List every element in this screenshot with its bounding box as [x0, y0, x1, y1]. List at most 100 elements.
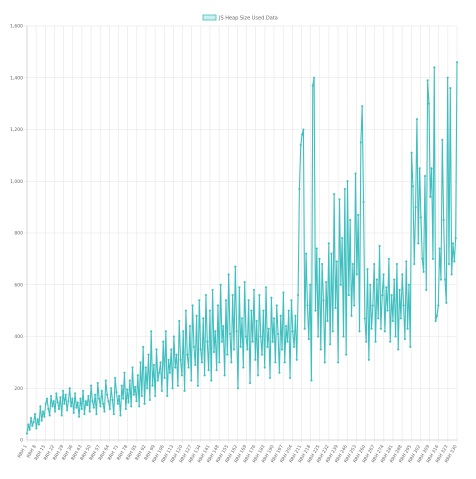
data-point[interactable] [378, 244, 381, 248]
data-point[interactable] [44, 402, 47, 405]
data-point[interactable] [216, 304, 220, 307]
data-point[interactable] [99, 405, 102, 408]
data-point[interactable] [386, 309, 389, 312]
data-point[interactable] [417, 242, 420, 245]
legend-label[interactable]: JS Heap Size Used Data [218, 16, 278, 22]
data-point[interactable] [350, 314, 353, 317]
legend[interactable]: JS Heap Size Used Data [202, 14, 278, 22]
data-point[interactable] [174, 366, 177, 369]
data-point[interactable] [307, 337, 310, 341]
data-point[interactable] [204, 294, 208, 297]
data-point[interactable] [47, 407, 50, 411]
data-point[interactable] [390, 294, 393, 297]
data-point[interactable] [365, 340, 368, 343]
data-point[interactable] [279, 314, 282, 317]
data-point[interactable] [359, 141, 362, 144]
data-point[interactable] [148, 398, 151, 401]
data-point[interactable] [150, 330, 153, 333]
data-point[interactable] [242, 366, 245, 369]
data-point[interactable] [453, 260, 456, 263]
data-point[interactable] [283, 361, 286, 364]
data-point[interactable] [415, 118, 419, 121]
data-point[interactable] [296, 294, 300, 297]
data-point[interactable] [310, 379, 313, 382]
data-point[interactable] [143, 402, 146, 405]
data-point[interactable] [427, 102, 431, 105]
data-point[interactable] [433, 66, 436, 69]
data-point[interactable] [272, 317, 276, 320]
data-point[interactable] [235, 330, 238, 333]
data-point[interactable] [100, 389, 103, 392]
data-point[interactable] [64, 393, 67, 396]
data-point[interactable] [438, 247, 441, 250]
data-point[interactable] [410, 151, 413, 154]
data-point[interactable] [248, 381, 252, 385]
data-point[interactable] [288, 376, 292, 379]
data-point[interactable] [190, 379, 193, 382]
data-point[interactable] [306, 304, 309, 307]
data-point[interactable] [304, 252, 308, 255]
data-point[interactable] [84, 400, 87, 403]
data-point[interactable] [351, 262, 354, 266]
data-point[interactable] [455, 61, 459, 64]
data-point[interactable] [366, 268, 369, 271]
data-point[interactable] [94, 393, 97, 396]
data-point[interactable] [374, 340, 377, 343]
data-point[interactable] [302, 128, 305, 131]
data-point[interactable] [271, 340, 274, 343]
data-point[interactable] [286, 340, 289, 343]
data-point[interactable] [260, 353, 264, 356]
data-point[interactable] [138, 405, 141, 408]
data-point[interactable] [103, 410, 106, 413]
data-point[interactable] [179, 358, 182, 361]
data-point[interactable] [369, 283, 372, 286]
data-point[interactable] [236, 387, 240, 390]
data-point[interactable] [48, 414, 51, 417]
data-point[interactable] [407, 283, 411, 286]
data-point[interactable] [88, 410, 91, 413]
data-point[interactable] [397, 348, 400, 351]
data-point[interactable] [377, 317, 380, 320]
data-point[interactable] [303, 327, 306, 330]
data-point[interactable] [32, 420, 35, 423]
data-point[interactable] [267, 327, 270, 330]
data-point[interactable] [40, 419, 43, 422]
data-point[interactable] [361, 105, 364, 108]
data-point[interactable] [399, 317, 403, 320]
data-point[interactable] [349, 218, 352, 222]
data-point[interactable] [276, 332, 280, 336]
data-point[interactable] [411, 185, 415, 188]
data-point[interactable] [104, 379, 107, 382]
data-point[interactable] [89, 384, 93, 387]
data-point[interactable] [156, 379, 159, 382]
data-point[interactable] [333, 193, 336, 196]
data-point[interactable] [35, 427, 38, 430]
data-point[interactable] [102, 402, 105, 405]
data-point[interactable] [309, 283, 312, 286]
data-point[interactable] [421, 257, 424, 260]
data-point[interactable] [282, 291, 285, 294]
data-point[interactable] [375, 278, 378, 281]
data-point[interactable] [68, 387, 71, 390]
data-point[interactable] [220, 340, 224, 343]
data-point[interactable] [300, 133, 304, 136]
data-point[interactable] [335, 260, 338, 263]
data-point[interactable] [199, 348, 202, 351]
data-point[interactable] [122, 397, 125, 400]
data-point[interactable] [206, 340, 209, 343]
data-point[interactable] [81, 389, 85, 392]
data-point[interactable] [423, 174, 427, 178]
data-point[interactable] [371, 304, 374, 307]
data-point[interactable] [29, 416, 33, 420]
data-point[interactable] [325, 281, 328, 284]
data-point[interactable] [425, 288, 428, 292]
data-point[interactable] [130, 405, 133, 408]
data-point[interactable] [85, 403, 89, 407]
data-point[interactable] [345, 353, 348, 356]
data-point[interactable] [383, 330, 386, 333]
data-point[interactable] [398, 288, 401, 292]
data-point[interactable] [266, 345, 269, 348]
data-point[interactable] [254, 358, 257, 361]
data-point[interactable] [228, 332, 232, 336]
data-point[interactable] [115, 391, 118, 394]
